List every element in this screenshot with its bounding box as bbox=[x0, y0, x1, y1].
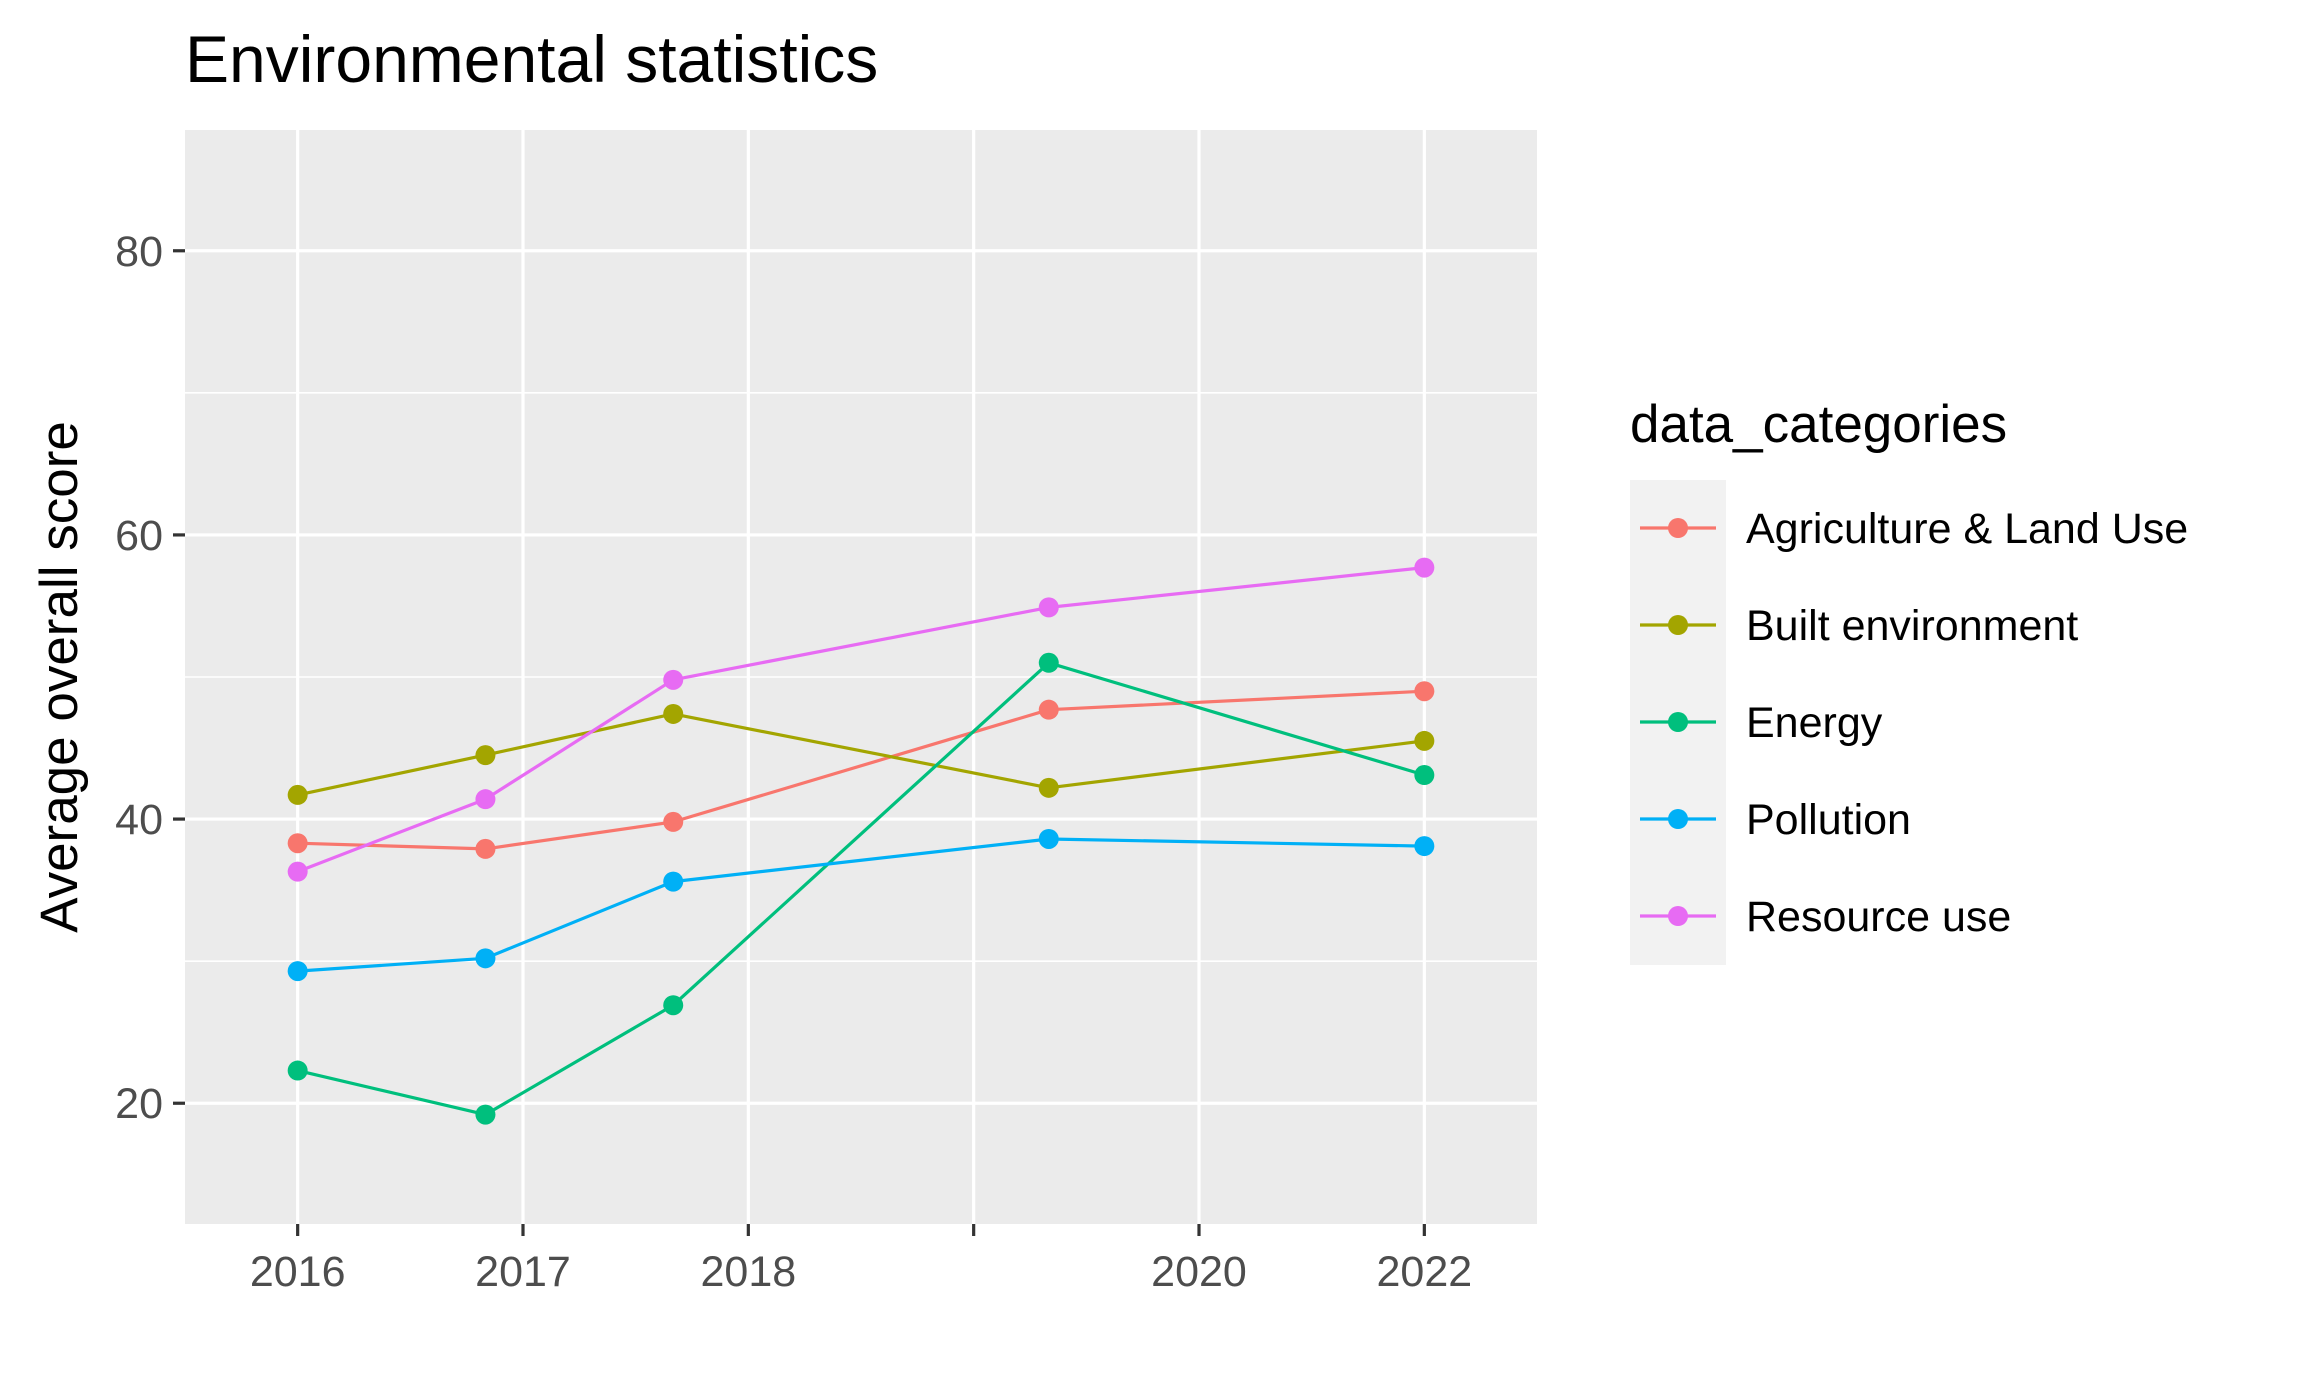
data-point-4 bbox=[475, 789, 496, 810]
data-point-4 bbox=[1414, 557, 1435, 578]
data-point-4 bbox=[287, 861, 308, 882]
legend-label: Pollution bbox=[1746, 796, 1911, 844]
y-tick-label: 60 bbox=[115, 512, 163, 560]
legend-label: Resource use bbox=[1746, 893, 2011, 941]
legend-label: Energy bbox=[1746, 699, 1883, 747]
data-point-0 bbox=[287, 833, 308, 854]
legend-key-point bbox=[1668, 809, 1688, 829]
data-point-0 bbox=[663, 811, 684, 832]
grid-major bbox=[185, 130, 1537, 1224]
data-point-4 bbox=[663, 669, 684, 690]
data-point-2 bbox=[663, 995, 684, 1016]
data-point-0 bbox=[1038, 699, 1059, 720]
data-point-3 bbox=[475, 948, 496, 969]
x-tick-label: 2020 bbox=[1151, 1248, 1247, 1296]
legend-label: Agriculture & Land Use bbox=[1746, 505, 2188, 553]
legend-key-point bbox=[1668, 615, 1688, 635]
legend: data_categories Agriculture & Land Use Bu… bbox=[1630, 395, 2188, 965]
data-point-2 bbox=[1038, 652, 1059, 673]
y-axis: 20 40 60 80 bbox=[115, 228, 185, 1128]
y-tick-label: 40 bbox=[115, 796, 163, 844]
data-point-2 bbox=[1414, 765, 1435, 786]
x-tick-label: 2022 bbox=[1376, 1248, 1472, 1296]
y-tick-label: 20 bbox=[115, 1080, 163, 1128]
data-point-0 bbox=[475, 838, 496, 859]
legend-key-point bbox=[1668, 518, 1688, 538]
x-tick-label: 2018 bbox=[700, 1248, 796, 1296]
series-layer bbox=[287, 557, 1435, 1125]
grid-minor bbox=[185, 392, 1537, 962]
y-tick-label: 80 bbox=[115, 228, 163, 276]
chart-title: Environmental statistics bbox=[185, 22, 878, 96]
x-tick-label: 2016 bbox=[250, 1248, 346, 1296]
data-point-1 bbox=[1414, 730, 1435, 751]
data-point-3 bbox=[287, 961, 308, 982]
data-point-1 bbox=[663, 703, 684, 724]
x-tick-label: 2017 bbox=[475, 1248, 571, 1296]
data-point-2 bbox=[287, 1060, 308, 1081]
data-point-4 bbox=[1038, 597, 1059, 618]
data-point-3 bbox=[663, 871, 684, 892]
legend-key-point bbox=[1668, 906, 1688, 926]
data-point-3 bbox=[1038, 828, 1059, 849]
legend-key-point bbox=[1668, 712, 1688, 732]
data-point-2 bbox=[475, 1104, 496, 1125]
data-point-0 bbox=[1414, 681, 1435, 702]
data-point-1 bbox=[1038, 777, 1059, 798]
legend-label: Built environment bbox=[1746, 602, 2078, 650]
data-point-3 bbox=[1414, 836, 1435, 857]
legend-title: data_categories bbox=[1630, 395, 2007, 454]
data-point-1 bbox=[475, 745, 496, 766]
data-point-1 bbox=[287, 784, 308, 805]
x-axis: 2016 2017 2018 2020 2022 bbox=[250, 1224, 1472, 1296]
y-axis-title: Average overall score bbox=[30, 421, 89, 933]
